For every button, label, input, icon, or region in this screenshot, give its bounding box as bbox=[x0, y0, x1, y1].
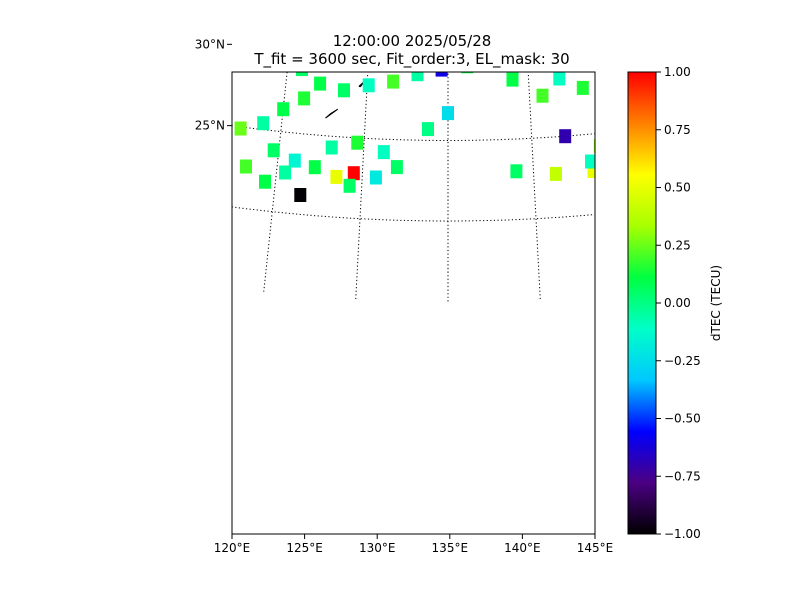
dtec-cell bbox=[422, 122, 434, 137]
dtec-cell bbox=[294, 188, 307, 202]
x-tick-label: 135°E bbox=[432, 541, 469, 555]
dtec-cell bbox=[603, 117, 615, 131]
dtec-cell bbox=[442, 106, 454, 121]
dtec-cell bbox=[259, 174, 271, 189]
dtec-cell bbox=[377, 145, 390, 160]
colorbar-tick-label: 1.00 bbox=[664, 65, 691, 79]
dtec-cell bbox=[510, 164, 523, 179]
dtec-cell bbox=[605, 85, 617, 99]
colorbar-tick-label: −0.50 bbox=[664, 412, 701, 426]
dtec-cell bbox=[267, 143, 280, 158]
dtec-cell bbox=[384, 4, 396, 18]
dtec-cell bbox=[390, 160, 403, 175]
dtec-cell bbox=[369, 170, 382, 185]
dtec-cell bbox=[313, 4, 325, 18]
dtec-cell bbox=[585, 154, 595, 169]
dtec-cell bbox=[279, 165, 292, 180]
chart-title-line1: 12:00:00 2025/05/28 bbox=[333, 32, 492, 50]
dtec-cell bbox=[587, 164, 595, 178]
map-frame bbox=[231, 71, 596, 535]
dtec-cell bbox=[536, 88, 549, 103]
dtec-cell bbox=[234, 121, 247, 136]
colorbar-tick-label: 0.75 bbox=[664, 123, 691, 137]
x-tick-label: 125°E bbox=[286, 541, 323, 555]
dtec-cell bbox=[351, 135, 364, 150]
dtec-cell bbox=[338, 83, 350, 98]
dtec-cell bbox=[461, 72, 474, 74]
colorbar-tick-label: −0.25 bbox=[664, 354, 701, 368]
chart-title-line2: T_fit = 3600 sec, Fit_order:3, EL_mask: … bbox=[253, 50, 569, 69]
dtec-cell bbox=[257, 116, 270, 131]
dtec-cell bbox=[553, 72, 566, 86]
x-tick-label: 145°E bbox=[577, 541, 614, 555]
dtec-data-cells bbox=[234, 0, 617, 202]
dtec-cell bbox=[387, 74, 400, 89]
dtec-cell bbox=[482, 9, 494, 23]
colorbar-tick-label: −0.75 bbox=[664, 469, 701, 483]
map-plot-area bbox=[232, 0, 632, 302]
meridian-line bbox=[527, 72, 541, 300]
dtec-cell bbox=[308, 160, 321, 175]
colorbar-tick-label: 0.25 bbox=[664, 238, 691, 252]
x-tick-label: 140°E bbox=[504, 541, 541, 555]
coastline-segment bbox=[386, 0, 547, 2]
coastline-segment bbox=[325, 108, 339, 119]
graticule-grid bbox=[232, 0, 632, 302]
y-tick-label: 25°N bbox=[195, 119, 225, 133]
dtec-cell bbox=[405, 0, 417, 9]
dtec-cell bbox=[288, 153, 301, 168]
colorbar bbox=[627, 71, 657, 535]
parallel-line bbox=[232, 206, 595, 222]
dtec-cell bbox=[555, 13, 567, 27]
dtec-cell bbox=[411, 72, 424, 82]
dtec-cell bbox=[343, 178, 356, 193]
dtec-cell bbox=[506, 72, 519, 87]
dtec-cell bbox=[593, 139, 595, 154]
colorbar-tick-label: 0.50 bbox=[664, 181, 691, 195]
x-tick-label: 130°E bbox=[359, 541, 396, 555]
dtec-cell bbox=[458, 18, 470, 32]
dtec-cell bbox=[549, 166, 562, 181]
dtec-cell bbox=[277, 102, 290, 117]
dtec-cell bbox=[559, 129, 572, 144]
dtec-cell bbox=[502, 5, 514, 19]
meridian-line bbox=[564, 0, 632, 292]
dtec-cell bbox=[528, 0, 540, 7]
coastline-segment bbox=[358, 81, 365, 88]
colorbar-tick-label: 0.00 bbox=[664, 296, 691, 310]
dtec-cell bbox=[495, 25, 507, 39]
x-tick-label: 120°E bbox=[214, 541, 251, 555]
x-axis-ticks: 120°E 125°E 130°E 135°E 140°E 145°E bbox=[214, 534, 614, 555]
dtec-cell bbox=[314, 76, 327, 91]
dtec-cell bbox=[240, 159, 252, 174]
coastlines bbox=[325, 0, 547, 119]
colorbar-ticks: 1.00 0.75 0.50 0.25 0.00 −0.25 −0.50 −0.75 −1.00 bbox=[656, 65, 701, 541]
y-tick-label: 30°N bbox=[195, 37, 225, 51]
dtec-cell bbox=[329, 0, 341, 5]
dtec-cell bbox=[435, 72, 448, 77]
dtec-cell bbox=[565, 3, 577, 17]
dtec-cell bbox=[361, 17, 373, 31]
coastline-segment bbox=[410, 0, 442, 16]
dtec-cell bbox=[298, 91, 311, 106]
colorbar-label: dTEC (TECU) bbox=[709, 265, 723, 341]
dtec-cell bbox=[325, 140, 338, 155]
dtec-cell bbox=[362, 78, 375, 93]
dtec-cell bbox=[296, 72, 308, 77]
dtec-cell bbox=[330, 169, 343, 184]
y-axis-ticks: 25°N30°N35°N40°N45°N bbox=[195, 37, 232, 133]
dtec-cell bbox=[576, 80, 589, 95]
colorbar-tick-label: −1.00 bbox=[664, 527, 701, 541]
dtec-cell bbox=[347, 166, 360, 181]
